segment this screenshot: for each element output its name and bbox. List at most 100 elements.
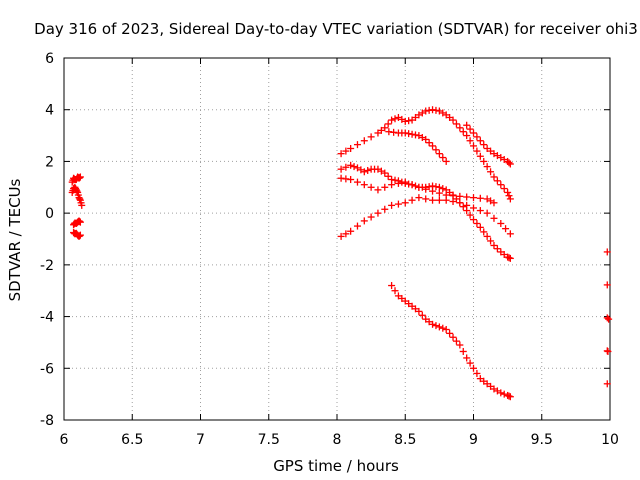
data-point bbox=[459, 347, 467, 355]
data-point bbox=[347, 161, 355, 169]
data-point bbox=[429, 196, 437, 204]
data-point bbox=[442, 196, 450, 204]
data-point bbox=[422, 195, 430, 203]
data-point bbox=[415, 183, 423, 191]
data-point bbox=[73, 187, 81, 195]
y-tick-label: -2 bbox=[40, 258, 54, 274]
data-point bbox=[470, 364, 477, 372]
data-point bbox=[432, 146, 440, 154]
data-point bbox=[500, 390, 508, 398]
x-tick-label: 10 bbox=[601, 432, 619, 448]
data-point bbox=[429, 187, 437, 195]
data-point bbox=[391, 115, 399, 123]
data-point bbox=[470, 129, 477, 137]
data-point bbox=[401, 178, 409, 186]
data-point bbox=[466, 211, 474, 219]
data-point bbox=[487, 237, 495, 245]
data-point bbox=[381, 183, 389, 191]
data-point bbox=[476, 194, 484, 202]
data-point bbox=[463, 193, 471, 201]
data-point bbox=[388, 116, 396, 124]
data-point bbox=[432, 322, 440, 330]
data-point bbox=[78, 201, 86, 209]
y-tick-label: 2 bbox=[45, 154, 54, 170]
data-point bbox=[381, 169, 389, 177]
y-tick-label: 0 bbox=[45, 206, 54, 222]
data-point bbox=[418, 311, 426, 319]
data-point bbox=[476, 223, 484, 231]
data-point bbox=[439, 324, 447, 332]
data-point bbox=[483, 232, 491, 240]
data-point bbox=[394, 179, 402, 187]
grid bbox=[64, 58, 610, 420]
data-point bbox=[456, 199, 464, 207]
data-point bbox=[435, 189, 443, 197]
x-tick-label: 9.5 bbox=[531, 432, 553, 448]
data-point bbox=[490, 199, 498, 207]
data-point bbox=[347, 176, 355, 184]
data-point bbox=[76, 173, 84, 181]
data-point bbox=[381, 124, 389, 132]
y-axis-title: SDTVAR / TECUs bbox=[6, 178, 24, 301]
data-point bbox=[473, 369, 481, 377]
data-point bbox=[466, 125, 474, 133]
data-point bbox=[422, 185, 430, 193]
data-point bbox=[456, 124, 464, 132]
data-point bbox=[456, 192, 464, 200]
data-point bbox=[429, 142, 437, 150]
data-point bbox=[388, 201, 396, 209]
data-points bbox=[68, 106, 613, 401]
data-point bbox=[497, 219, 505, 227]
data-point bbox=[449, 333, 457, 341]
data-point bbox=[480, 228, 488, 236]
data-point bbox=[473, 219, 481, 227]
data-point bbox=[439, 154, 447, 162]
data-point bbox=[394, 200, 402, 208]
data-point bbox=[463, 121, 471, 129]
data-point bbox=[360, 181, 368, 189]
data-point bbox=[425, 139, 433, 147]
data-point bbox=[384, 172, 392, 180]
x-tick-label: 8 bbox=[333, 432, 342, 448]
data-point bbox=[337, 232, 345, 240]
data-point bbox=[506, 393, 514, 401]
data-point bbox=[470, 142, 477, 150]
data-point bbox=[459, 203, 467, 211]
data-point bbox=[497, 389, 505, 397]
data-point bbox=[452, 337, 460, 345]
x-axis-title: GPS time / hours bbox=[273, 457, 399, 475]
data-point bbox=[367, 133, 375, 141]
data-point bbox=[360, 137, 368, 145]
data-point bbox=[483, 163, 491, 171]
data-point bbox=[367, 213, 375, 221]
x-tick-label: 7.5 bbox=[258, 432, 280, 448]
data-point bbox=[487, 168, 495, 176]
data-point bbox=[337, 165, 345, 173]
data-point bbox=[459, 128, 467, 136]
data-point bbox=[342, 147, 350, 155]
y-tick-label: 6 bbox=[45, 51, 54, 67]
y-tick-label: 4 bbox=[45, 103, 54, 119]
data-point bbox=[353, 178, 361, 186]
data-point bbox=[603, 281, 611, 289]
data-point bbox=[506, 230, 514, 238]
data-point bbox=[401, 199, 409, 207]
data-point bbox=[483, 209, 491, 217]
data-point bbox=[442, 326, 450, 333]
chart-title: Day 316 of 2023, Sidereal Day-to-day VTE… bbox=[34, 20, 638, 38]
data-point bbox=[466, 359, 474, 367]
data-point bbox=[476, 137, 484, 145]
data-point bbox=[408, 181, 416, 189]
data-point bbox=[439, 185, 447, 193]
data-point bbox=[463, 354, 471, 362]
data-point bbox=[350, 163, 358, 171]
data-point bbox=[342, 230, 350, 238]
x-tick-label: 6.5 bbox=[121, 432, 143, 448]
data-point bbox=[476, 152, 484, 160]
data-point bbox=[490, 241, 498, 249]
data-point bbox=[456, 341, 464, 349]
data-point bbox=[342, 163, 350, 171]
data-point bbox=[347, 227, 355, 235]
data-point bbox=[504, 188, 512, 196]
data-point bbox=[490, 173, 498, 181]
